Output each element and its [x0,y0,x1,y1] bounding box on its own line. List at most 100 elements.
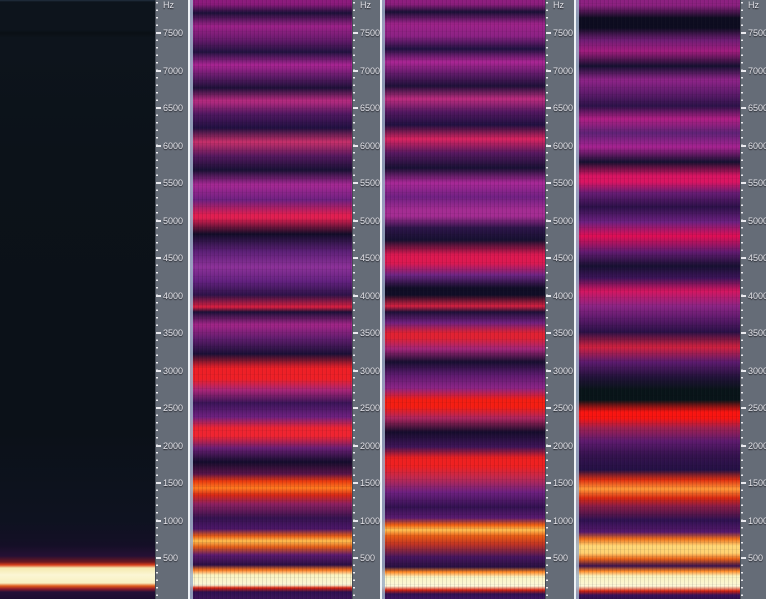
major-tick [353,144,358,147]
major-tick [156,107,161,109]
tick-label: 1000 [163,515,184,526]
major-tick [353,482,358,484]
major-tick [546,444,551,447]
tick-label: 5500 [553,178,574,188]
tick-label: 4500 [360,253,381,263]
tick-label: 500 [553,553,569,563]
major-tick [741,407,746,409]
tick-label: 4500 [163,253,184,263]
major-tick [156,219,161,222]
minor-tick-line [741,2,743,597]
major-tick [156,294,161,297]
major-tick [156,369,161,372]
major-tick [353,332,358,334]
tick-label: 4500 [748,253,766,263]
tick-label: 1500 [553,478,574,488]
major-tick [546,369,551,372]
major-tick [546,332,551,334]
tick-label: 1000 [553,515,574,526]
axis-unit-label: Hz [748,0,759,10]
minor-tick-line [546,2,548,597]
major-tick [546,32,551,34]
major-tick [156,32,161,34]
tick-label: 6500 [748,103,766,113]
tick-label: 1500 [748,478,766,488]
major-tick [353,69,358,72]
major-tick [156,144,161,147]
tick-label: 1000 [360,515,381,526]
spectrogram-panel-track-2[interactable] [190,0,352,599]
tick-label: 2500 [163,403,184,413]
tick-label: 6000 [748,140,766,151]
tick-label: 7000 [163,65,184,76]
major-tick [741,557,746,559]
spectrogram-panel-track-3[interactable] [382,0,545,599]
minor-tick-line [353,2,355,597]
major-tick [741,332,746,334]
tick-label: 4000 [748,290,766,301]
major-tick [741,369,746,372]
major-tick [353,407,358,409]
major-tick [741,107,746,109]
tick-label: 4500 [553,253,574,263]
tick-label: 7500 [748,28,766,38]
tick-label: 3500 [553,328,574,338]
tick-label: 5500 [748,178,766,188]
major-tick [546,294,551,297]
tick-label: 500 [360,553,376,563]
tick-label: 2000 [553,440,574,451]
tick-label: 1000 [748,515,766,526]
tick-label: 1500 [360,478,381,488]
major-tick [546,519,551,522]
major-tick [741,257,746,259]
tick-label: 3000 [360,365,381,376]
tick-label: 2500 [360,403,381,413]
tick-label: 2000 [163,440,184,451]
frequency-ruler-2[interactable]: Hz 7500 7000 6500 6000 5500 5000 4500 4000 3500 30… [352,0,382,599]
tick-label: 3500 [360,328,381,338]
major-tick [156,482,161,484]
major-tick [156,332,161,334]
tick-label: 3000 [163,365,184,376]
major-tick [741,144,746,147]
tick-label: 3500 [748,328,766,338]
major-tick [353,32,358,34]
tick-label: 5000 [163,215,184,226]
frequency-ruler-1[interactable]: Hz 7500 7000 6500 6000 5500 5000 4500 4000 3500 30… [155,0,190,599]
tick-label: 4000 [360,290,381,301]
tick-label: 6500 [553,103,574,113]
major-tick [546,482,551,484]
spectrogram-panel-track-4[interactable] [576,0,740,599]
major-tick [156,182,161,184]
major-tick [353,369,358,372]
frequency-ruler-4[interactable]: Hz 7500 7000 6500 6000 5500 5000 4500 4000 3500 30… [740,0,766,599]
spectrogram-panel-track-1[interactable] [0,0,155,599]
axis-unit-label: Hz [163,0,174,10]
major-tick [546,557,551,559]
tick-label: 6000 [163,140,184,151]
major-tick [546,182,551,184]
major-tick [156,257,161,259]
major-tick [353,257,358,259]
major-tick [741,182,746,184]
tick-label: 2000 [360,440,381,451]
tick-label: 5000 [748,215,766,226]
frequency-ruler-3[interactable]: Hz 7500 7000 6500 6000 5500 5000 4500 4000 3500 30… [545,0,576,599]
major-tick [546,144,551,147]
major-tick [156,407,161,409]
tick-label: 7000 [553,65,574,76]
major-tick [546,107,551,109]
major-tick [546,407,551,409]
minor-tick-line [156,2,158,597]
tick-label: 6000 [360,140,381,151]
major-tick [741,294,746,297]
major-tick [741,219,746,222]
major-tick [156,444,161,447]
tick-label: 4000 [163,290,184,301]
major-tick [741,444,746,447]
tick-label: 3000 [748,365,766,376]
major-tick [741,482,746,484]
tick-label: 5500 [360,178,381,188]
tick-label: 2000 [748,440,766,451]
